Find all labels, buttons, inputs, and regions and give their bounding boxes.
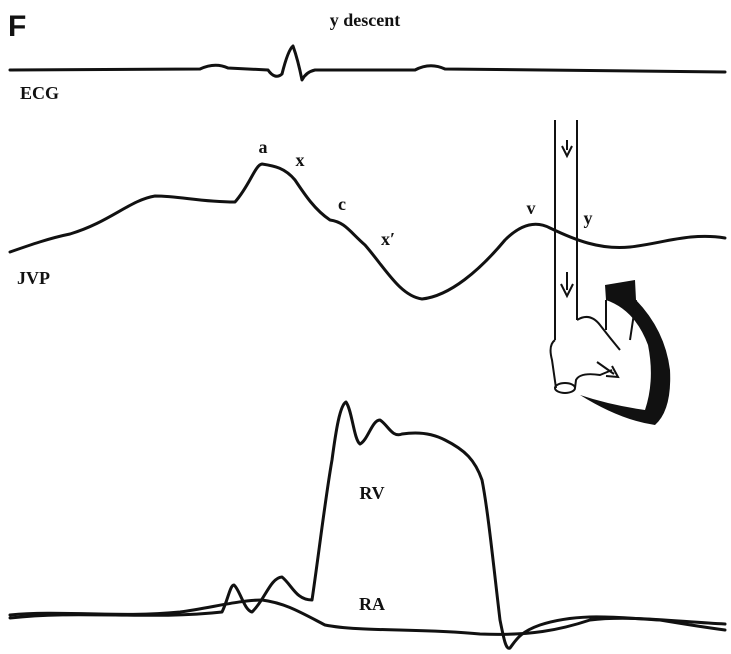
- outflow: [605, 299, 637, 341]
- arrow: [596, 361, 620, 379]
- heart-illustration: [549, 120, 671, 425]
- wave-label: x′: [381, 229, 395, 249]
- ecg-trace: [8, 44, 727, 82]
- trace-label: RA: [359, 594, 385, 614]
- valve: [554, 382, 576, 394]
- wave-label: v: [527, 198, 536, 218]
- trace-label: JVP: [17, 268, 50, 288]
- wave-label: c: [338, 194, 346, 214]
- arrow: [560, 272, 574, 299]
- title: y descent: [330, 10, 401, 30]
- wave-label: a: [259, 137, 268, 157]
- ra-trace: [8, 598, 727, 636]
- trace-label: RV: [359, 483, 384, 503]
- rv-trace: [8, 400, 727, 650]
- trace-label: ECG: [20, 83, 59, 103]
- wave-label: x: [296, 150, 305, 170]
- arrow: [561, 140, 573, 159]
- atrium: [549, 315, 621, 389]
- panel-label: F: [8, 10, 26, 43]
- ventricle: [580, 280, 671, 425]
- jvp-trace: [8, 162, 727, 301]
- wave-label: y: [584, 208, 593, 228]
